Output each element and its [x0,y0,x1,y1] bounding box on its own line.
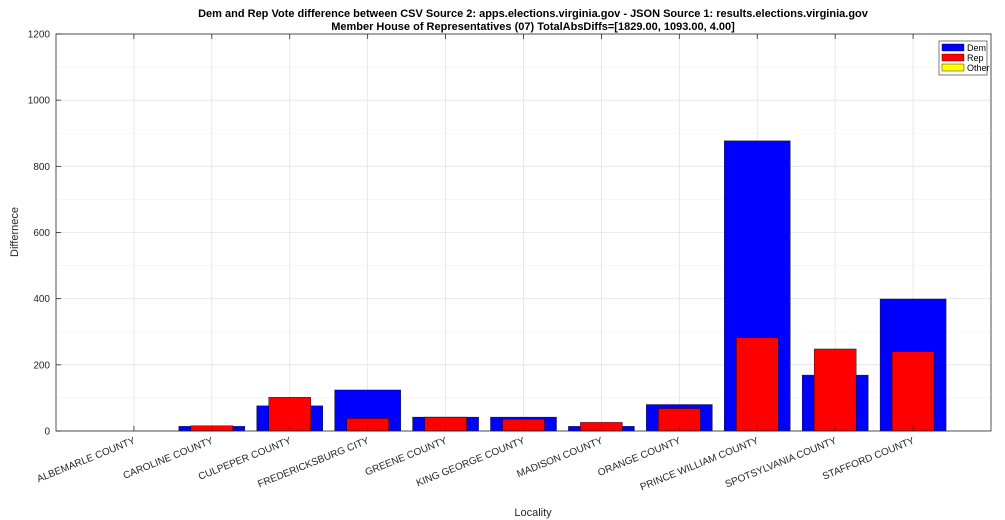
legend-swatch-rep [941,53,965,62]
bars [178,140,947,432]
chart-subtitle: Member House of Representatives (07) Tot… [331,21,735,33]
y-tick-label: 200 [33,360,50,371]
x-axis-label: Locality [514,507,552,519]
y-axis-label: Differnece [9,207,21,257]
legend-label-rep: Rep [967,53,984,63]
y-tick-label: 600 [33,228,50,239]
y-tick-label: 0 [44,427,50,438]
bar-rep [891,351,935,432]
legend-label-other: Other [967,63,990,73]
chart-title: Dem and Rep Vote difference between CSV … [198,8,869,20]
bar-rep [736,337,779,432]
bar-rep [813,348,857,432]
bar-rep [268,397,311,432]
legend-label-dem: Dem [967,43,986,53]
y-tick-label: 1200 [28,30,51,41]
y-tick-label: 400 [33,294,50,305]
y-tick-label: 800 [33,162,50,173]
legend-swatch-dem [941,43,965,52]
y-tick-label: 1000 [28,96,51,107]
legend-swatch-other [941,63,965,72]
